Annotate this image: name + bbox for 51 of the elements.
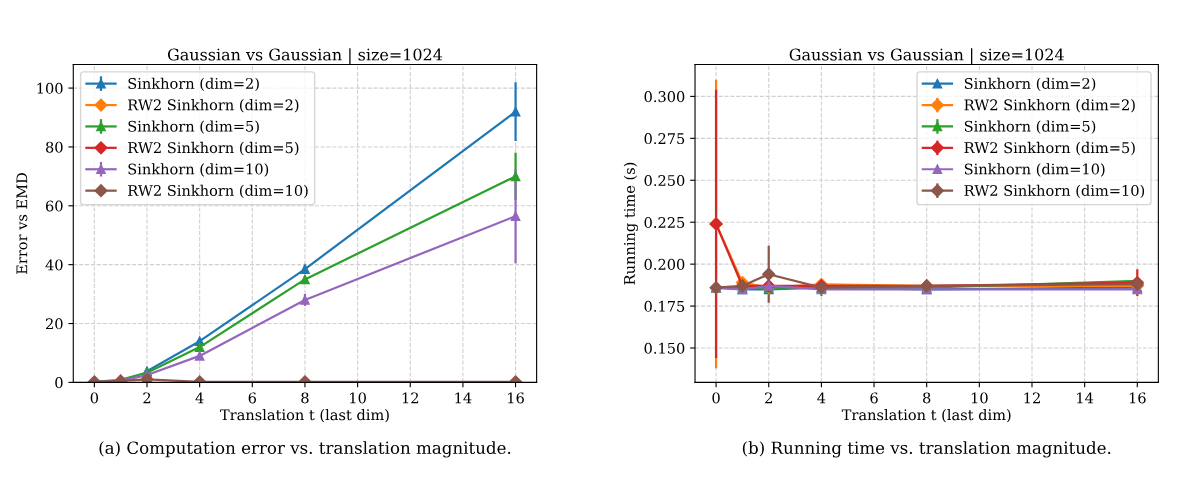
x-tick-label: 0 (712, 392, 720, 404)
y-tick-label: 0.275 (644, 133, 685, 145)
y-tick-label: 0.300 (644, 91, 685, 103)
legend-label: Sinkhorn (dim=2) (964, 77, 1096, 92)
legend-label: Sinkhorn (dim=5) (128, 120, 259, 134)
x-tick-label: 10 (971, 392, 988, 404)
y-tick-label: 0.200 (644, 258, 685, 270)
y-axis-title: Error vs EMD (16, 173, 28, 274)
legend-label: Sinkhorn (dim=5) (964, 120, 1096, 134)
x-tick-label: 2 (765, 392, 772, 404)
legend-label: RW2 Sinkhorn (dim=5) (128, 141, 299, 156)
legend-label: Sinkhorn (dim=2) (128, 77, 259, 92)
text: (a) Computation error vs. translation magnitude. (99, 441, 511, 458)
y-axis-title: Running time (s) (623, 162, 638, 285)
y-tick-label: 0.250 (644, 174, 685, 187)
legend-label: RW2 Sinkhorn (dim=10) (964, 184, 1145, 199)
legend-label: Sinkhorn (dim=10) (128, 163, 269, 177)
y-tick-label: 0.225 (644, 216, 685, 228)
x-tick-label: 12 (1024, 392, 1040, 404)
x-axis-title: Translation t (last dim) (220, 409, 389, 423)
x-tick-label: 16 (1129, 392, 1146, 404)
text: (b) Running time vs. translation magnitude. (742, 441, 1111, 458)
legend-label: RW2 Sinkhorn (dim=2) (964, 99, 1135, 113)
y-tick-label: 60 (45, 200, 63, 212)
x-tick-label: 6 (248, 392, 257, 404)
chart-title: Gaussian vs Gaussian | size=1024 (167, 48, 443, 65)
legend-label: Sinkhorn (dim=10) (964, 163, 1105, 177)
x-tick-label: 0 (90, 392, 99, 404)
x-tick-label: 2 (143, 392, 151, 404)
x-tick-label: 10 (350, 392, 366, 404)
y-tick-label: 0 (55, 377, 63, 389)
x-tick-label: 14 (455, 392, 472, 404)
x-tick-label: 4 (195, 392, 204, 404)
x-tick-label: 4 (817, 392, 826, 404)
y-tick-label: 80 (45, 141, 63, 153)
y-tick-label: 100 (37, 82, 63, 94)
y-tick-label: 20 (45, 318, 63, 330)
x-axis-title: Translation t (last dim) (841, 409, 1011, 423)
y-tick-label: 0.150 (644, 342, 685, 354)
x-tick-label: 12 (402, 392, 419, 404)
chart-title: Gaussian vs Gaussian | size=1024 (789, 48, 1064, 65)
x-tick-label: 6 (870, 392, 878, 404)
x-tick-label: 16 (508, 392, 524, 404)
legend-label: RW2 Sinkhorn (dim=10) (128, 184, 308, 199)
x-tick-label: 14 (1077, 392, 1094, 404)
legend-label: RW2 Sinkhorn (dim=5) (964, 141, 1135, 156)
legend-label: RW2 Sinkhorn (dim=2) (128, 99, 299, 113)
x-tick-label: 8 (301, 392, 309, 404)
y-tick-label: 0.175 (644, 300, 685, 312)
x-tick-label: 8 (923, 392, 931, 404)
y-tick-label: 40 (45, 259, 63, 271)
